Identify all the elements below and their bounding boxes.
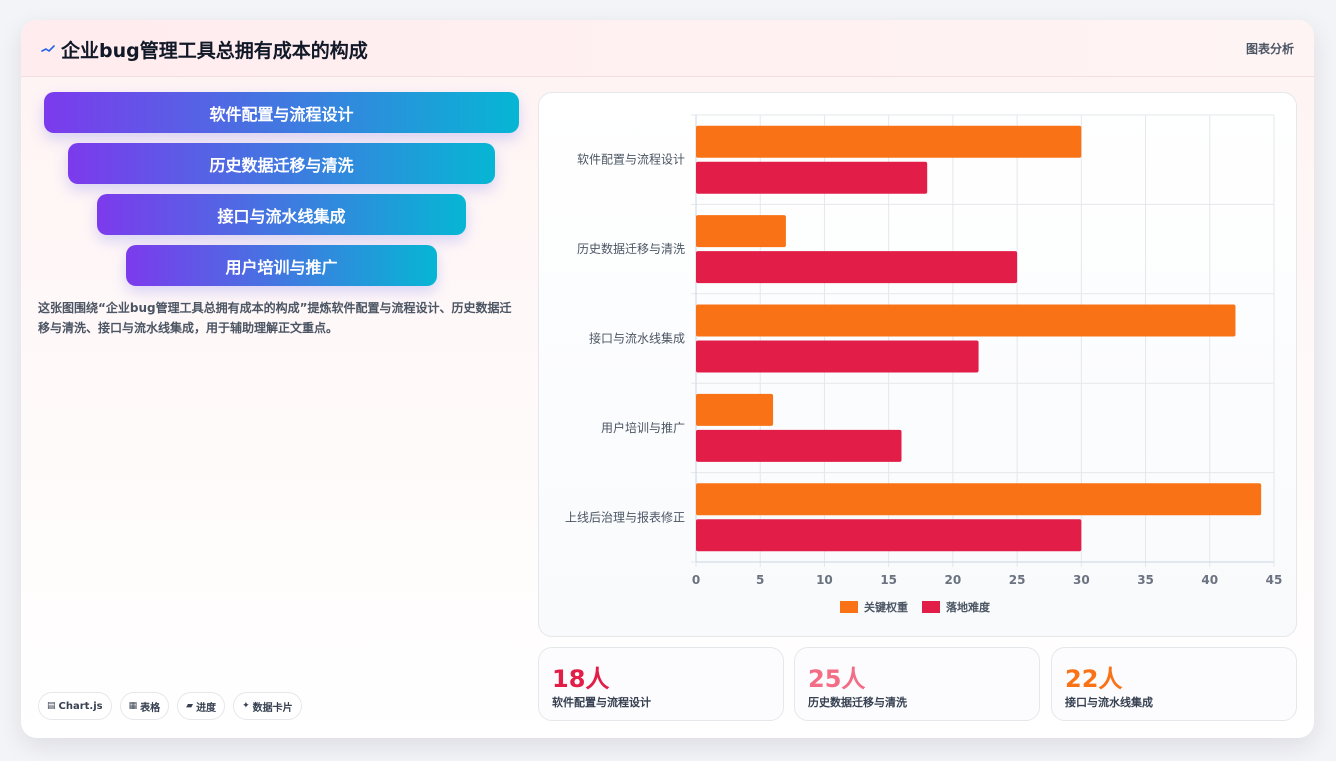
chip-label: 进度: [196, 702, 217, 714]
y-tick-label: 历史数据迁移与清洗: [577, 241, 685, 256]
legend-label: 落地难度: [946, 600, 991, 614]
table-icon: ▦: [128, 701, 138, 711]
bar: [696, 519, 1082, 552]
chip-chartjs[interactable]: ▤ Chart.js: [38, 692, 112, 720]
x-tick-label: 30: [1073, 573, 1090, 587]
funnel-item: 软件配置与流程设计: [44, 92, 519, 133]
stat-value: 25人: [808, 665, 866, 693]
stat-label: 接口与流水线集成: [1065, 696, 1153, 709]
chip-table[interactable]: ▦ 表格: [119, 692, 170, 720]
sparkle-icon: ✦: [242, 701, 250, 711]
bar: [696, 304, 1236, 337]
chip-label: 表格: [140, 702, 161, 714]
stat-value: 18人: [552, 665, 610, 693]
x-tick-label: 20: [945, 573, 962, 587]
stat-label: 软件配置与流程设计: [552, 696, 651, 709]
funnel-item: 历史数据迁移与清洗: [68, 143, 495, 184]
y-tick-label: 接口与流水线集成: [589, 331, 685, 346]
funnel-item-label: 软件配置与流程设计: [209, 104, 354, 124]
main-card: 企业bug管理工具总拥有成本的构成 图表分析 软件配置与流程设计 历史数据迁移与…: [21, 20, 1314, 738]
bar: [696, 429, 902, 462]
funnel-item: 接口与流水线集成: [97, 194, 466, 235]
bar: [696, 340, 979, 373]
chip-progress[interactable]: ▰ 进度: [177, 692, 226, 720]
trend-icon: [41, 45, 55, 52]
chart-analysis-button[interactable]: 图表分析: [1245, 42, 1294, 56]
stat-label: 历史数据迁移与清洗: [808, 696, 907, 709]
bar: [696, 215, 786, 248]
chip-data-card[interactable]: ✦ 数据卡片: [233, 692, 302, 720]
chip-row: ▤ Chart.js ▦ 表格 ▰ 进度 ✦ 数据卡片: [38, 692, 302, 720]
chip-label: 数据卡片: [252, 702, 293, 714]
x-tick-label: 0: [692, 573, 700, 587]
header: 企业bug管理工具总拥有成本的构成 图表分析: [21, 20, 1314, 77]
bar-chart: 0 5 10 15 20 25 30 35 40 45 软件配置与流程设计历史数据迁移与清洗接口与流…: [565, 114, 1283, 614]
chart-panel: 0 5 10 15 20 25 30 35 40 45 软件配置与流程设计 历史数据迁移与清洗接口与流…: [538, 92, 1297, 637]
x-tick-label: 25: [1009, 573, 1026, 587]
y-tick-label: 软件配置与流程设计: [577, 152, 685, 167]
y-tick-label: 用户培训与推广: [601, 420, 685, 435]
x-tick-label: 15: [880, 573, 897, 587]
bar: [696, 161, 928, 194]
bar: [696, 251, 1018, 284]
bar: [696, 483, 1262, 516]
x-tick-label: 10: [816, 573, 833, 587]
legend-swatch: [840, 601, 858, 613]
funnel-item-label: 用户培训与推广: [225, 257, 338, 277]
stat-value: 22人: [1065, 665, 1123, 693]
x-tick-label: 5: [756, 573, 764, 587]
description-text: 这张图围绕“企业bug管理工具总拥有成本的构成”提炼软件配置与流程设计、历史数据…: [38, 301, 512, 335]
x-tick-label: 35: [1137, 573, 1154, 587]
legend-swatch: [922, 601, 940, 613]
stat-card: 22人 接口与流水线集成: [1051, 647, 1297, 721]
chip-label: Chart.js: [58, 700, 103, 712]
funnel-item-label: 接口与流水线集成: [217, 206, 346, 226]
y-tick-label: 上线后治理与报表修正: [565, 509, 685, 524]
bar: [696, 125, 1082, 158]
page-title: 企业bug管理工具总拥有成本的构成: [61, 40, 368, 62]
funnel-item-label: 历史数据迁移与清洗: [209, 155, 354, 175]
legend-label: 关键权重: [864, 600, 908, 614]
progress-icon: ▰: [186, 701, 194, 711]
stat-card: 25人 历史数据迁移与清洗: [794, 647, 1040, 721]
x-tick-label: 40: [1201, 573, 1218, 587]
x-tick-label: 45: [1266, 573, 1283, 587]
funnel-item: 用户培训与推广: [126, 245, 437, 286]
bar: [696, 393, 774, 426]
stat-card: 18人 软件配置与流程设计: [538, 647, 784, 721]
chart-icon: ▤: [47, 701, 56, 711]
